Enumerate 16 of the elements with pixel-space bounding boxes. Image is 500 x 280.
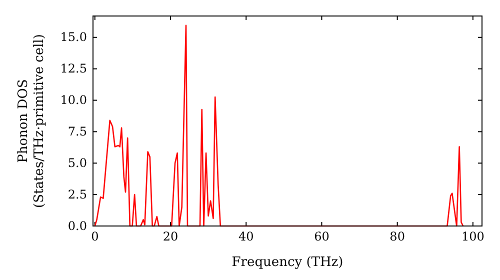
x-tick-label: 40 <box>238 230 254 244</box>
x-tick-label: 20 <box>162 230 178 244</box>
x-tick-label: 80 <box>390 230 405 244</box>
y-tick-label: 2.5 <box>68 187 87 202</box>
y-tick-label: 7.5 <box>68 124 87 139</box>
x-axis-title: Frequency (THz) <box>232 255 344 270</box>
x-tick-label: 100 <box>461 230 484 244</box>
line-series <box>94 24 464 227</box>
y-axis-title: Phonon DOS (States/THz·primitive cell) <box>16 34 47 208</box>
y-tick-label: 5.0 <box>68 156 87 170</box>
x-tick-label: 0 <box>91 230 99 244</box>
y-tick-label: 12.5 <box>60 62 87 76</box>
y-tick-label: 10.0 <box>60 93 87 108</box>
y-tick-label: 15.0 <box>60 30 87 44</box>
y-tick-label: 0.0 <box>68 218 87 233</box>
x-tick-label: 60 <box>314 230 330 244</box>
